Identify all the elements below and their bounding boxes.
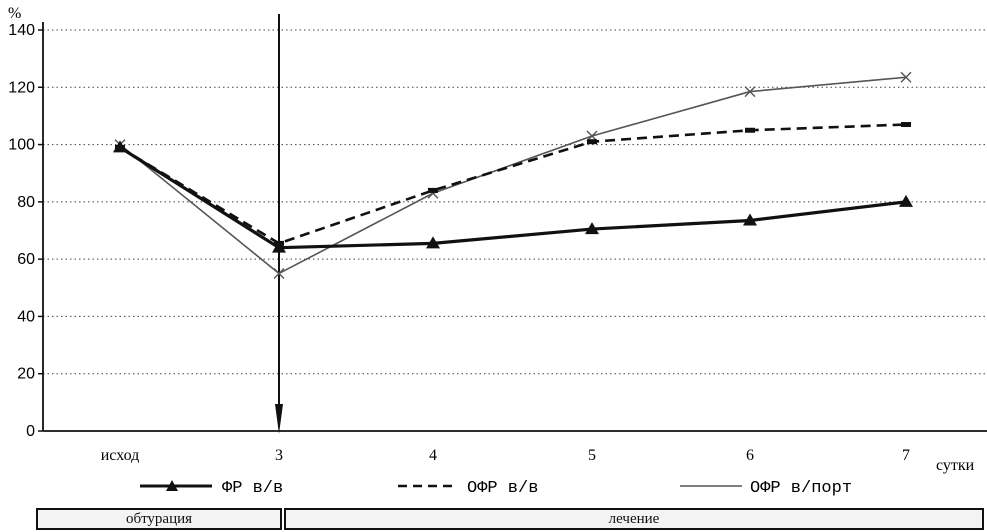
legend: ФР в/в ОФР в/в ОФР в/порт: [140, 479, 852, 498]
y-tick-label-60: 60: [17, 251, 35, 268]
series-line-1: [119, 146, 907, 250]
series-3-point-1: [273, 267, 285, 279]
y-unit-label: %: [8, 5, 21, 22]
series-2-point-3: [587, 139, 597, 145]
y-tick-label-40: 40: [17, 308, 35, 325]
legend-label-3: ОФР в/порт: [750, 479, 852, 498]
legend-item-3: ОФР в/порт: [680, 479, 852, 498]
y-tick-label-120: 120: [8, 79, 35, 96]
y-tick-labels: 0 20 40 60 80 100 120 140: [8, 22, 35, 440]
series-1-point-2: [426, 236, 440, 249]
series-1-point-3: [585, 222, 599, 235]
x-tick-label-0: исход: [101, 447, 140, 464]
y-tick-label-0: 0: [26, 423, 35, 440]
series-1-point-1: [272, 240, 286, 253]
series-3-point-5: [900, 71, 912, 83]
y-tick-label-20: 20: [17, 366, 35, 383]
series-2-point-5: [901, 122, 911, 128]
x-tick-label-2: 4: [429, 447, 437, 464]
phase-treatment: лечение: [284, 508, 984, 530]
series-1-point-0: [113, 140, 127, 153]
legend-label-1: ФР в/в: [222, 479, 283, 498]
marker-arrowhead: [275, 404, 283, 434]
marker-arrow: [275, 14, 283, 434]
series-3-point-4: [744, 86, 756, 98]
series-lines: [113, 71, 913, 279]
y-tick-label-100: 100: [8, 137, 35, 154]
phase-obturation-label: обтурация: [125, 511, 193, 527]
phase-obturation: обтурация: [36, 508, 282, 530]
series-1-point-4: [743, 213, 757, 226]
x-unit-label: сутки: [936, 457, 975, 474]
grid-lines: [43, 29, 987, 375]
y-tick-label-140: 140: [8, 22, 35, 39]
x-tick-label-5: 7: [902, 447, 910, 464]
x-tick-label-3: 5: [588, 447, 596, 464]
series-1-point-5: [899, 194, 913, 207]
y-tick-label-80: 80: [17, 194, 35, 211]
series-2-point-2: [428, 187, 438, 193]
series-line-2: [119, 123, 907, 245]
axes: [38, 22, 987, 432]
x-tick-label-4: 6: [746, 447, 754, 464]
x-tick-label-1: 3: [275, 447, 283, 464]
series-2-point-4: [745, 127, 755, 133]
legend-item-1: ФР в/в: [140, 479, 283, 498]
x-tick-labels: исход 3 4 5 6 7: [101, 447, 910, 464]
series-line-3: [119, 76, 907, 275]
legend-label-2: ОФР в/в: [467, 479, 538, 498]
phase-treatment-label: лечение: [608, 511, 660, 527]
legend-item-2: ОФР в/в: [398, 479, 538, 498]
